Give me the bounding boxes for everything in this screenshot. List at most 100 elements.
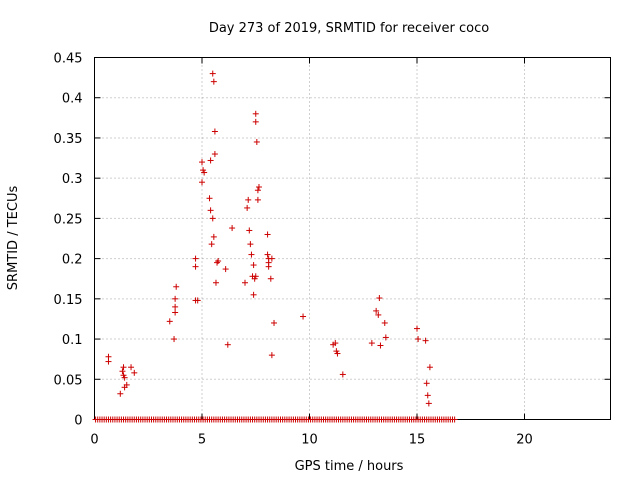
data-point — [222, 266, 229, 273]
data-point — [268, 352, 275, 359]
data-point — [128, 364, 135, 371]
data-point — [332, 340, 339, 347]
data-point — [171, 336, 178, 343]
data-point — [199, 159, 205, 166]
y-tick-label: 0.1 — [62, 333, 83, 348]
data-point — [224, 341, 231, 348]
x-tick-label: 10 — [301, 433, 318, 448]
data-point — [121, 374, 128, 381]
data-points — [92, 70, 458, 423]
data-point — [212, 279, 219, 286]
x-axis-label: GPS time / hours — [295, 459, 404, 474]
data-point — [120, 364, 127, 371]
data-point — [244, 204, 251, 211]
data-point — [253, 138, 260, 145]
data-point — [300, 313, 307, 320]
data-point — [264, 231, 271, 238]
data-point — [215, 258, 222, 265]
data-point — [248, 251, 255, 258]
y-tick-label: 0.25 — [54, 212, 83, 227]
data-point — [381, 319, 388, 326]
data-point — [123, 381, 130, 388]
data-point — [265, 263, 272, 270]
data-point — [206, 195, 213, 202]
data-point — [268, 255, 275, 262]
data-point — [208, 241, 215, 248]
data-point — [192, 263, 199, 270]
data-point-zero — [451, 416, 458, 423]
data-point — [264, 251, 271, 258]
y-tick-label: 0.4 — [62, 92, 83, 107]
data-point — [192, 255, 199, 262]
data-point — [334, 350, 341, 357]
data-point — [199, 179, 205, 186]
data-point — [245, 196, 252, 203]
chart-title: Day 273 of 2019, SRMTID for receiver coc… — [209, 21, 489, 36]
data-point — [242, 279, 248, 286]
data-point — [229, 225, 236, 232]
x-tick-label: 15 — [409, 433, 426, 448]
x-tick-label: 0 — [90, 433, 98, 448]
data-point — [271, 319, 278, 326]
data-point — [117, 390, 124, 397]
data-point — [172, 309, 179, 316]
data-point — [105, 358, 112, 365]
data-point — [255, 184, 262, 191]
data-point — [424, 392, 431, 399]
data-point — [201, 169, 208, 176]
data-point — [377, 342, 384, 349]
data-point — [426, 364, 433, 371]
data-point — [247, 241, 254, 248]
x-tick-label: 20 — [516, 433, 533, 448]
data-point — [415, 336, 422, 343]
data-point — [252, 110, 259, 117]
data-point — [250, 291, 257, 298]
y-tick-label: 0.2 — [62, 253, 83, 268]
data-point — [252, 273, 259, 280]
data-point — [246, 227, 253, 234]
data-point — [382, 334, 389, 341]
data-point — [267, 275, 274, 282]
y-tick-label: 0.05 — [54, 373, 83, 388]
data-point — [210, 233, 217, 240]
y-tick-label: 0.45 — [54, 52, 83, 67]
data-point — [131, 369, 138, 376]
y-tick-label: 0.15 — [54, 293, 83, 308]
data-point — [375, 311, 382, 318]
grid — [94, 57, 611, 420]
data-point — [211, 128, 218, 135]
data-point — [373, 307, 380, 314]
y-tick-label: 0 — [74, 414, 82, 429]
data-point — [172, 295, 179, 302]
y-tick-label: 0.3 — [62, 172, 83, 187]
data-point — [210, 78, 217, 85]
data-point — [252, 118, 259, 125]
tick-labels: 0 0.05 0.1 0.15 0.2 0.25 0.3 0.35 0.4 0.45 0 5 10 15 2… — [54, 52, 533, 448]
data-point — [211, 151, 218, 158]
data-point — [425, 400, 432, 407]
data-point — [207, 157, 214, 164]
data-point — [119, 368, 126, 375]
data-point — [209, 215, 216, 222]
data-point — [339, 371, 346, 378]
data-point — [423, 380, 430, 387]
y-axis-label: SRMTID / TECUs — [6, 186, 21, 291]
data-point — [172, 303, 179, 310]
data-point — [414, 325, 420, 332]
data-point — [173, 283, 180, 290]
data-point — [250, 262, 257, 269]
y-tick-label: 0.35 — [54, 132, 83, 147]
data-point — [254, 196, 261, 203]
data-point — [194, 297, 201, 304]
data-point — [209, 70, 216, 77]
data-point — [376, 295, 383, 302]
data-point — [254, 187, 261, 194]
data-point — [166, 318, 173, 325]
data-point — [422, 337, 429, 344]
axis-ticks — [94, 57, 611, 420]
data-point — [207, 207, 214, 214]
data-point — [368, 340, 375, 347]
x-tick-label: 5 — [198, 433, 206, 448]
